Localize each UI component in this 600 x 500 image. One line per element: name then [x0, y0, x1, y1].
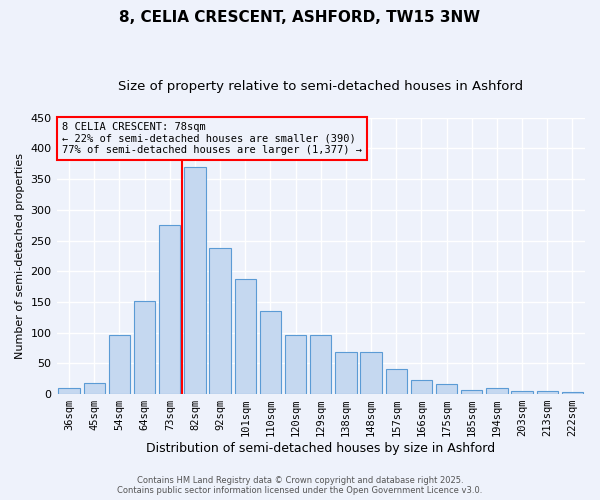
Bar	[436, 384, 457, 394]
Bar	[536, 391, 558, 394]
Text: 8 CELIA CRESCENT: 78sqm
← 22% of semi-detached houses are smaller (390)
77% of s: 8 CELIA CRESCENT: 78sqm ← 22% of semi-de…	[62, 122, 362, 155]
Bar	[260, 311, 281, 394]
Bar	[134, 301, 155, 394]
Bar	[411, 380, 432, 394]
Bar	[511, 391, 533, 394]
Bar	[562, 392, 583, 394]
Bar	[335, 352, 356, 394]
Bar	[58, 388, 80, 394]
Text: 8, CELIA CRESCENT, ASHFORD, TW15 3NW: 8, CELIA CRESCENT, ASHFORD, TW15 3NW	[119, 10, 481, 25]
Bar	[184, 167, 206, 394]
Bar	[209, 248, 231, 394]
Bar	[83, 383, 105, 394]
Bar	[386, 369, 407, 394]
Bar	[486, 388, 508, 394]
Bar	[285, 335, 307, 394]
X-axis label: Distribution of semi-detached houses by size in Ashford: Distribution of semi-detached houses by …	[146, 442, 496, 455]
Bar	[310, 335, 331, 394]
Title: Size of property relative to semi-detached houses in Ashford: Size of property relative to semi-detach…	[118, 80, 523, 93]
Bar	[461, 390, 482, 394]
Bar	[159, 225, 181, 394]
Y-axis label: Number of semi-detached properties: Number of semi-detached properties	[15, 153, 25, 359]
Bar	[109, 334, 130, 394]
Bar	[235, 280, 256, 394]
Bar	[361, 352, 382, 394]
Text: Contains HM Land Registry data © Crown copyright and database right 2025.
Contai: Contains HM Land Registry data © Crown c…	[118, 476, 482, 495]
